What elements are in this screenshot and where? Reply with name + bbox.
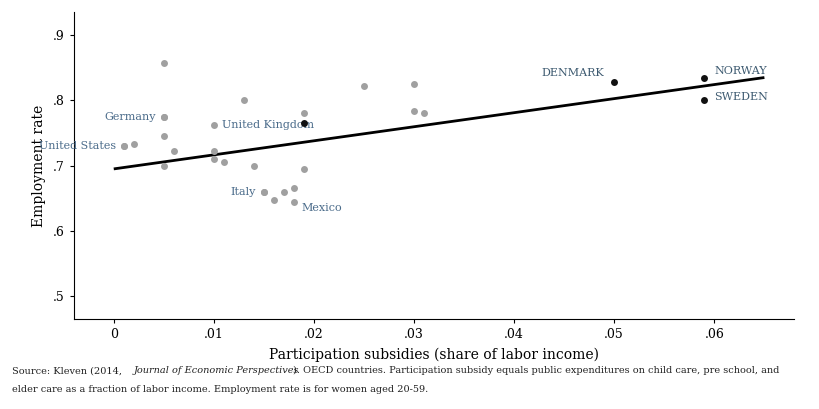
X-axis label: Participation subsidies (share of labor income): Participation subsidies (share of labor … — [269, 348, 599, 362]
Text: Mexico: Mexico — [302, 203, 342, 213]
Text: Source: Kleven (2014,: Source: Kleven (2014, — [12, 366, 125, 375]
Text: ). OECD countries. Participation subsidy equals public expenditures on child car: ). OECD countries. Participation subsidy… — [293, 366, 780, 375]
Text: United States: United States — [38, 141, 115, 151]
Text: Germany: Germany — [104, 112, 156, 122]
Text: Italy: Italy — [230, 187, 256, 197]
Text: NORWAY: NORWAY — [714, 65, 767, 76]
Text: elder care as a fraction of labor income. Employment rate is for women aged 20-5: elder care as a fraction of labor income… — [12, 385, 428, 394]
Text: Journal of Economic Perspectives: Journal of Economic Perspectives — [133, 366, 299, 375]
Text: SWEDEN: SWEDEN — [714, 92, 768, 102]
Text: United Kingdom: United Kingdom — [222, 120, 314, 130]
Y-axis label: Employment rate: Employment rate — [32, 105, 46, 227]
Text: DENMARK: DENMARK — [541, 67, 604, 78]
